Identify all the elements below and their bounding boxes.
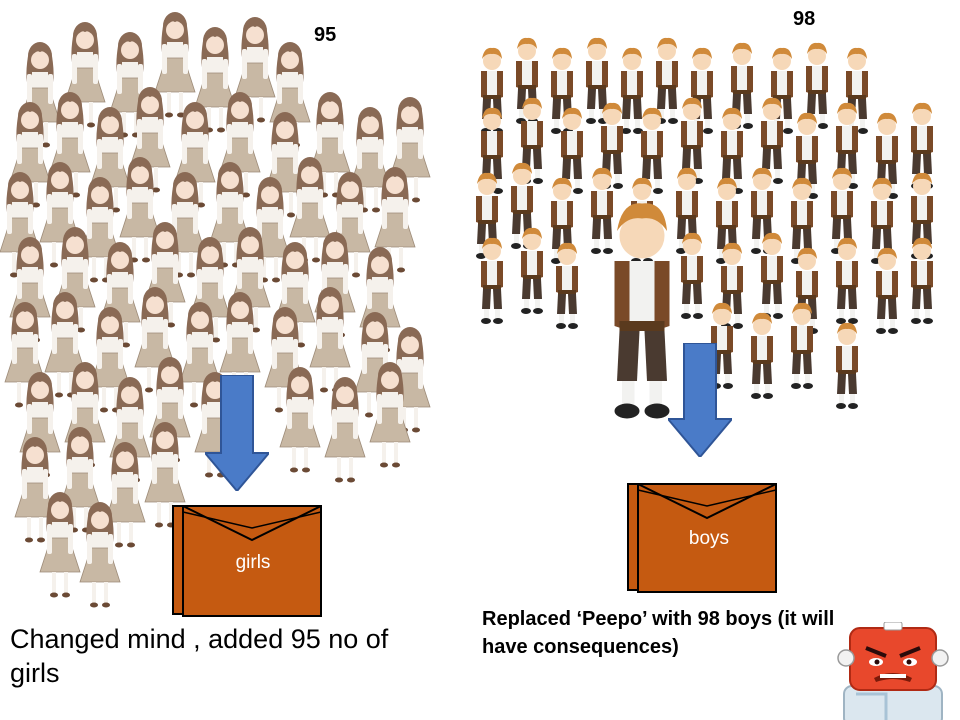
boys-caption: Replaced ‘Peepo’ with 98 boys (it will h…	[482, 608, 835, 658]
girls-count-label: 95	[314, 24, 337, 46]
boys-down-arrow-icon	[668, 343, 732, 457]
girls-box	[172, 505, 322, 617]
girls-down-arrow-icon	[205, 375, 269, 491]
boys-count-label: 98	[793, 8, 816, 30]
girls-box-label: girls	[235, 552, 271, 573]
girls-caption: Changed mind , added 95 no of girls	[10, 624, 389, 688]
angry-robot-icon	[837, 622, 949, 720]
boys-box-label: boys	[688, 528, 730, 549]
boys-box	[627, 483, 777, 593]
